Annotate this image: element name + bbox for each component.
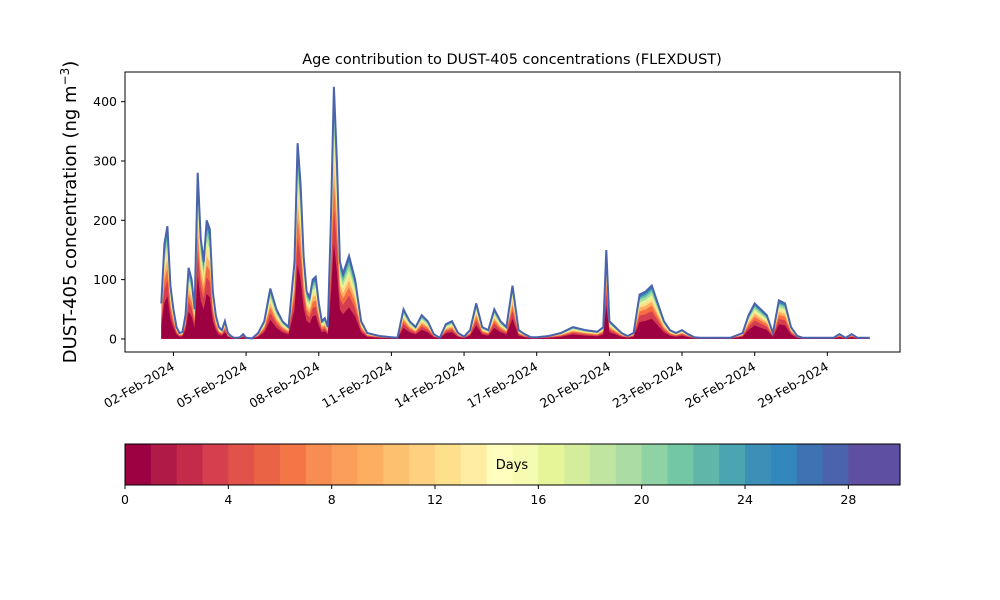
colorbar-segment bbox=[693, 444, 720, 485]
colorbar-segment bbox=[512, 444, 539, 485]
colorbar-segment bbox=[564, 444, 591, 485]
colorbar: 0 4 8 12 16 20 24 28 bbox=[121, 443, 901, 507]
colorbar-segment bbox=[667, 444, 694, 485]
axes: 0 100 200 300 400 02-Feb-202405-Feb-202408-Fe… bbox=[93, 71, 901, 411]
x-tick-label: 14-Feb-2024 bbox=[392, 359, 468, 411]
y-axis-label: DUST-405 concentration (ng m−3) bbox=[58, 61, 81, 364]
y-tick-label: 300 bbox=[93, 153, 117, 168]
colorbar-segment bbox=[641, 444, 669, 485]
colorbar-segment bbox=[202, 444, 229, 485]
y-tick-label: 200 bbox=[93, 213, 117, 228]
colorbar-tick-label: 0 bbox=[121, 492, 129, 507]
colorbar-segment bbox=[280, 444, 307, 485]
x-tick-label: 23-Feb-2024 bbox=[610, 359, 686, 411]
colorbar-segment bbox=[254, 444, 281, 485]
colorbar-segment bbox=[383, 444, 410, 485]
colorbar-frame bbox=[124, 443, 901, 486]
x-tick-label: 29-Feb-2024 bbox=[755, 359, 831, 411]
x-tick-label: 11-Feb-2024 bbox=[319, 359, 395, 411]
colorbar-segment bbox=[228, 444, 255, 485]
colorbar-tick-label: 20 bbox=[634, 492, 650, 507]
colorbar-segment bbox=[796, 444, 824, 485]
x-tick-label: 08-Feb-2024 bbox=[246, 359, 322, 411]
colorbar-tick-label: 16 bbox=[530, 492, 546, 507]
colorbar-segment bbox=[848, 444, 875, 485]
colorbar-segment bbox=[719, 444, 746, 485]
plot-area bbox=[160, 86, 870, 340]
plot-frame bbox=[124, 71, 901, 353]
y-tick-label: 400 bbox=[93, 94, 117, 109]
colorbar-segment bbox=[460, 444, 488, 485]
colorbar-segment bbox=[745, 444, 772, 485]
colorbar-segment bbox=[822, 444, 849, 485]
colorbar-segment bbox=[176, 444, 204, 485]
colorbar-segment bbox=[590, 444, 617, 485]
colorbar-segment bbox=[357, 444, 384, 485]
y-tick-label: 100 bbox=[93, 272, 117, 287]
colorbar-segment bbox=[305, 444, 333, 485]
age-band-0-1 bbox=[161, 243, 870, 339]
colorbar-label: Days bbox=[496, 458, 529, 473]
colorbar-segment bbox=[150, 444, 178, 485]
colorbar-segment bbox=[125, 444, 152, 485]
colorbar-segment bbox=[409, 444, 436, 485]
x-tick-label: 17-Feb-2024 bbox=[464, 359, 540, 411]
y-tick-label: 0 bbox=[109, 331, 117, 346]
colorbar-segment bbox=[874, 444, 901, 485]
colorbar-segment bbox=[331, 444, 359, 485]
y-axis-label-close: ) bbox=[60, 61, 81, 68]
colorbar-segment bbox=[435, 444, 462, 485]
colorbar-segment bbox=[538, 444, 565, 485]
colorbar-tick-label: 24 bbox=[737, 492, 753, 507]
x-tick-label: 05-Feb-2024 bbox=[174, 359, 250, 411]
x-tick-label: 20-Feb-2024 bbox=[537, 359, 613, 411]
x-tick-label: 26-Feb-2024 bbox=[682, 359, 758, 411]
colorbar-tick-label: 28 bbox=[840, 492, 856, 507]
x-tick-label: 02-Feb-2024 bbox=[101, 359, 177, 411]
chart-title: Age contribution to DUST-405 concentrati… bbox=[302, 52, 722, 68]
y-axis-label-unit-exponent: −3 bbox=[58, 68, 72, 86]
colorbar-segment bbox=[486, 444, 514, 485]
total-concentration-line bbox=[160, 86, 870, 340]
colorbar-tick-label: 4 bbox=[224, 492, 232, 507]
y-axis-label-main: DUST-405 concentration (ng m bbox=[60, 85, 81, 363]
colorbar-tick-label: 8 bbox=[328, 492, 336, 507]
colorbar-segment bbox=[770, 444, 798, 485]
colorbar-segment bbox=[615, 444, 643, 485]
colorbar-tick-label: 12 bbox=[427, 492, 443, 507]
